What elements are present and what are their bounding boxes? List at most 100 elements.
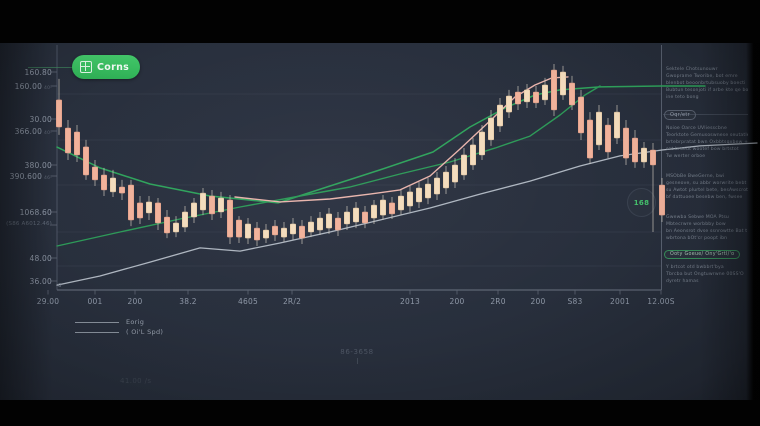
candle-body[interactable] xyxy=(614,111,620,139)
y-axis-label: 30.00 xyxy=(29,115,52,124)
candle-body[interactable] xyxy=(209,195,215,215)
candle-body[interactable] xyxy=(272,225,278,236)
y-axis-label: 380.00 xyxy=(24,161,52,170)
candle-body[interactable] xyxy=(425,183,431,199)
ma-pink[interactable] xyxy=(234,76,569,203)
candle-body[interactable] xyxy=(101,174,107,191)
candle-body[interactable] xyxy=(236,219,242,238)
chart-legend: Eorig ( Oi'L Spd) xyxy=(75,317,163,337)
candle-body[interactable] xyxy=(389,202,395,215)
candle-body[interactable] xyxy=(362,211,368,224)
candle-body[interactable] xyxy=(605,124,611,153)
candle-body[interactable] xyxy=(497,104,503,127)
candle-body[interactable] xyxy=(434,177,440,195)
candle-body[interactable] xyxy=(407,191,413,207)
candle-body[interactable] xyxy=(218,197,224,213)
candle-body[interactable] xyxy=(443,171,449,189)
sidebar-section-chip[interactable]: Oqr/etr xyxy=(664,110,697,120)
candle-body[interactable] xyxy=(56,99,62,128)
candle-body[interactable] xyxy=(173,222,179,233)
candle-body[interactable] xyxy=(164,216,170,234)
sidebar-text-line: Gwoprame Tworibe, bot emre xyxy=(666,74,738,79)
candle-body[interactable] xyxy=(299,225,305,239)
ma-green-fast[interactable] xyxy=(56,85,706,204)
candle-body[interactable] xyxy=(416,187,422,203)
candle-body[interactable] xyxy=(641,147,647,163)
candle-body[interactable] xyxy=(380,199,386,216)
candle-body[interactable] xyxy=(344,211,350,225)
candle-body[interactable] xyxy=(398,195,404,211)
candle-body[interactable] xyxy=(632,137,638,163)
sidebar-text-line: blenbot beoonbrtubsuoby boecti xyxy=(666,81,746,86)
legend-line-swatch xyxy=(75,331,119,333)
x-axis-label: 200 xyxy=(449,297,465,306)
candle-body[interactable] xyxy=(74,131,80,156)
candle-body[interactable] xyxy=(506,95,512,113)
candle-body[interactable] xyxy=(488,117,494,141)
x-axis-label: 2013 xyxy=(400,297,420,306)
sidebar-text-line: ine teto bong xyxy=(666,95,699,100)
candle-body[interactable] xyxy=(281,227,287,238)
candle-body[interactable] xyxy=(263,229,269,239)
ma-green-slow[interactable] xyxy=(56,85,601,247)
candle-body[interactable] xyxy=(119,186,125,194)
gift-grid-icon xyxy=(80,61,92,73)
candle-body[interactable] xyxy=(353,207,359,223)
candle-body[interactable] xyxy=(146,201,152,214)
candle-body[interactable] xyxy=(623,127,629,159)
candle-body[interactable] xyxy=(290,223,296,235)
candle-body[interactable] xyxy=(137,202,143,219)
candle-body[interactable] xyxy=(200,192,206,211)
candle-body[interactable] xyxy=(452,164,458,183)
candle-body[interactable] xyxy=(578,96,584,134)
x-axis-label: 200 xyxy=(530,297,546,306)
candle-body[interactable] xyxy=(587,119,593,159)
candle-body[interactable] xyxy=(542,84,548,101)
y-axis-label: 36.00 xyxy=(29,277,52,286)
y-axis-label: 366.00 40- xyxy=(14,127,52,136)
candle-body[interactable] xyxy=(596,111,602,146)
candle-body[interactable] xyxy=(371,204,377,219)
candle-body[interactable] xyxy=(110,177,116,193)
y-axis-label: 48.00 xyxy=(29,254,52,263)
candle-body[interactable] xyxy=(191,202,197,218)
candle-body[interactable] xyxy=(317,217,323,231)
candle-body[interactable] xyxy=(650,149,656,166)
candle-body[interactable] xyxy=(254,227,260,241)
price-marker-badge[interactable]: 168 xyxy=(627,188,656,217)
symbol-badge[interactable]: Corns xyxy=(72,55,141,79)
candle-body[interactable] xyxy=(155,202,161,224)
x-axis-label: 4605 xyxy=(238,297,258,306)
candle-body[interactable] xyxy=(182,211,188,228)
x-axis-label: 2R/2 xyxy=(282,297,302,306)
legend-line-swatch xyxy=(75,321,119,323)
candle-body[interactable] xyxy=(470,144,476,166)
candle-body[interactable] xyxy=(227,199,233,238)
candle-body[interactable] xyxy=(659,184,665,216)
candle-body[interactable] xyxy=(479,131,485,156)
y-axis-sublabel: 40- xyxy=(44,131,52,136)
candle-body[interactable] xyxy=(461,154,467,176)
legend-item[interactable]: Eorig xyxy=(75,317,163,327)
candle-body[interactable] xyxy=(245,223,251,239)
candle-body[interactable] xyxy=(551,69,557,111)
candle-body[interactable] xyxy=(308,221,314,233)
candle-body[interactable] xyxy=(533,91,539,104)
candle-body[interactable] xyxy=(92,166,98,181)
candle-body[interactable] xyxy=(83,146,89,176)
candle-body[interactable] xyxy=(560,71,566,96)
footer-left-text: 41.00 /s xyxy=(120,377,152,385)
candle-body[interactable] xyxy=(515,91,521,105)
sidebar-green-chip[interactable]: Ooty Goeue/ Ony'Grtl/'o xyxy=(664,250,741,259)
candle-body[interactable] xyxy=(326,213,332,229)
legend-item[interactable]: ( Oi'L Spd) xyxy=(75,327,163,337)
candle-body[interactable] xyxy=(569,82,575,106)
candle-body[interactable] xyxy=(65,127,71,154)
sidebar-text-line: brtebrpratat bwn Oxbbtsqxbew + xyxy=(666,140,748,145)
candle-body[interactable] xyxy=(128,184,134,221)
x-axis-label: 38.2 xyxy=(179,297,197,306)
candle-body[interactable] xyxy=(524,89,530,103)
candle-body[interactable] xyxy=(335,217,341,231)
